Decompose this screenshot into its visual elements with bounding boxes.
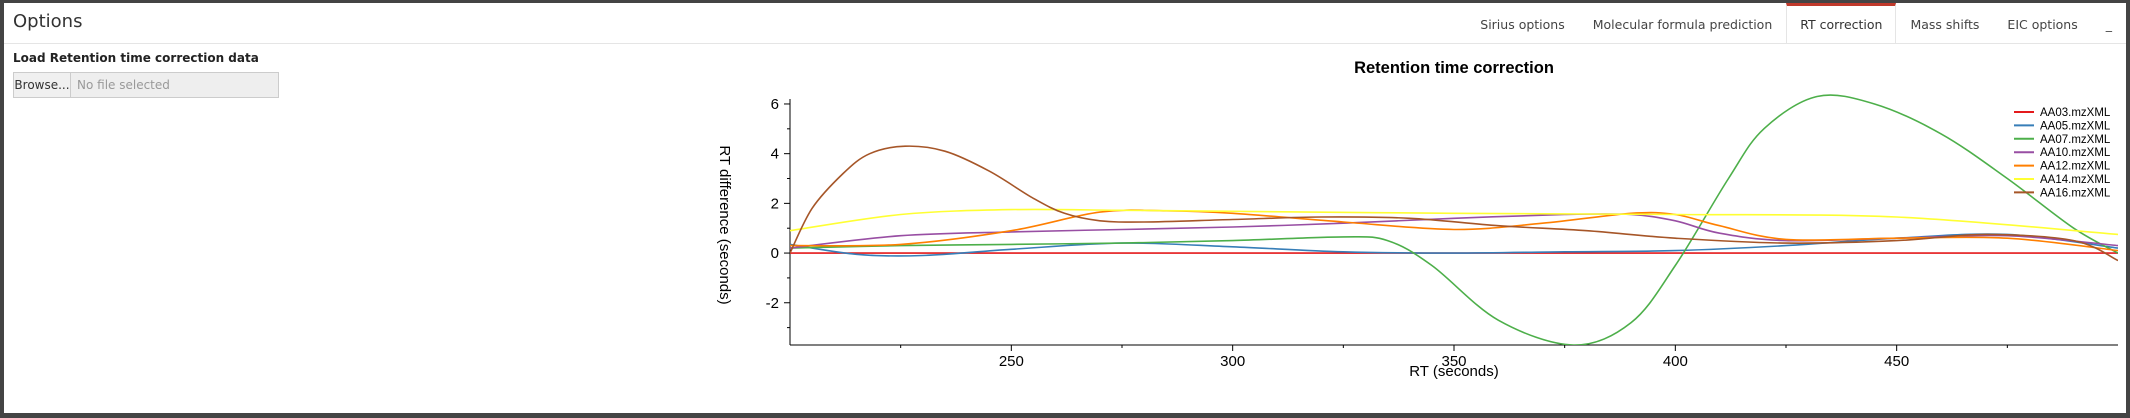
legend-label: AA07.mzXML (2040, 134, 2111, 146)
series-line-aa12 (790, 209, 2118, 252)
legend-label: AA03.mzXML (2040, 107, 2111, 119)
y-tick-label: 6 (771, 96, 779, 113)
chart-axes: 250 300 350 400 450 -2 0 2 4 6 (766, 96, 2118, 370)
chart-series (790, 94, 2118, 345)
x-tick-label: 350 (1441, 353, 1466, 370)
tab-molecular-formula-prediction[interactable]: Molecular formula prediction (1592, 17, 1773, 32)
x-tick-label: 450 (1884, 353, 1909, 370)
legend-label: AA12.mzXML (2040, 161, 2111, 173)
file-input-group: Browse... No file selected (13, 72, 279, 98)
y-tick-label: 4 (771, 146, 779, 163)
tab-more[interactable]: _ (2105, 17, 2112, 32)
y-axis-label: RT difference (seconds) (716, 145, 733, 304)
x-tick-label: 250 (999, 353, 1024, 370)
chart-title: Retention time correction (1354, 59, 1554, 77)
tab-mass-shifts[interactable]: Mass shifts (1910, 17, 1980, 32)
tab-rt-correction[interactable]: RT correction (1786, 3, 1897, 43)
series-line-aa16 (790, 145, 2118, 262)
legend-label: AA05.mzXML (2040, 120, 2111, 132)
series-line-aa14 (790, 208, 2118, 236)
legend-label: AA14.mzXML (2040, 174, 2111, 186)
rt-correction-chart: Retention time correction 250 300 350 400 45… (716, 59, 2118, 380)
x-tick-label: 300 (1220, 353, 1245, 370)
y-tick-label: -2 (766, 295, 779, 312)
tab-bar: Sirius options Molecular formula predict… (1466, 3, 2126, 43)
y-tick-label: 2 (771, 195, 779, 212)
page-title: Options (13, 11, 83, 32)
y-tick-label: 0 (771, 245, 779, 262)
legend-label: AA10.mzXML (2040, 147, 2111, 159)
x-axis-label: RT (seconds) (1409, 363, 1498, 380)
load-panel: Load Retention time correction data Brow… (13, 51, 279, 98)
series-line-aa07 (790, 94, 2118, 345)
load-heading: Load Retention time correction data (13, 51, 259, 65)
tab-sirius-options[interactable]: Sirius options (1480, 17, 1565, 32)
x-tick-label: 400 (1663, 353, 1688, 370)
series-line-aa10 (790, 213, 2118, 249)
browse-button[interactable]: Browse... (13, 72, 71, 98)
header-bar: Options Sirius options Molecular formula… (4, 3, 2126, 44)
file-name-field[interactable]: No file selected (71, 72, 279, 98)
app-window: Options Sirius options Molecular formula… (4, 3, 2126, 413)
tab-eic-options[interactable]: EIC options (2007, 17, 2078, 32)
legend-label: AA16.mzXML (2040, 187, 2111, 199)
